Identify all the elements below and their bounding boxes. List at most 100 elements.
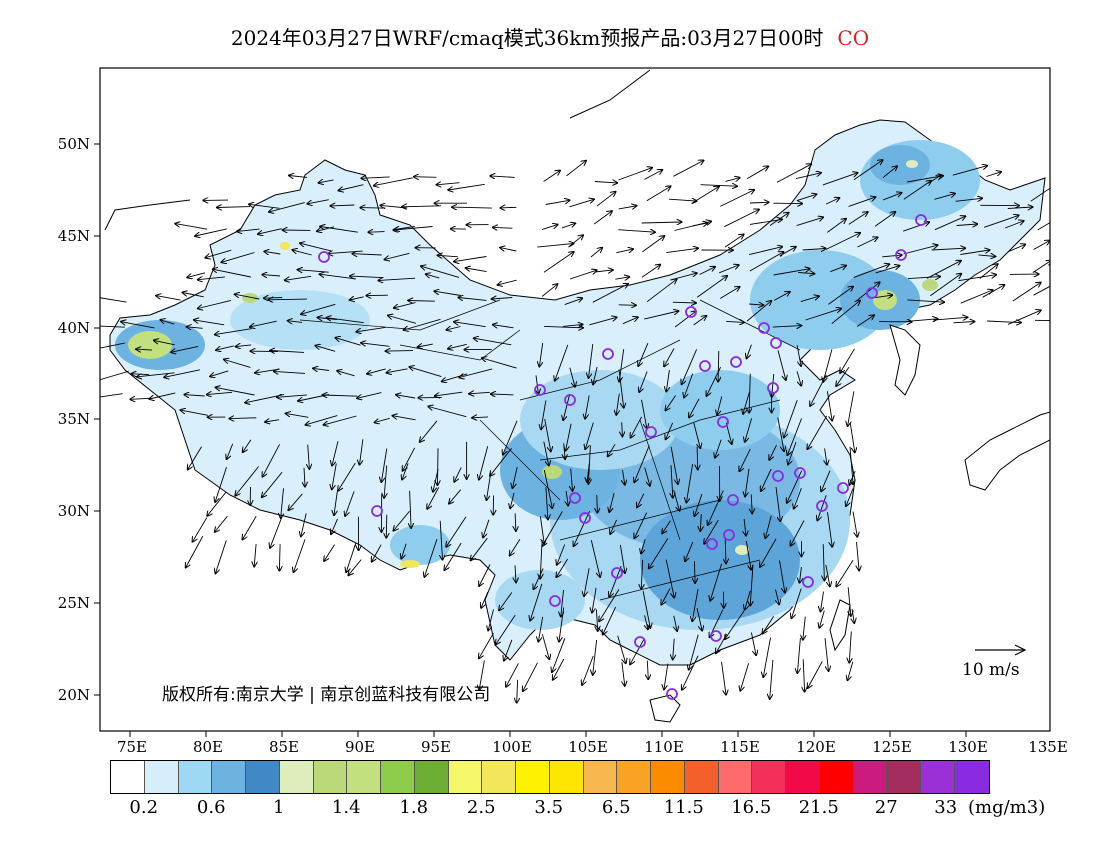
wind-arrow xyxy=(186,535,204,567)
wind-arrow xyxy=(618,369,624,408)
wind-arrow xyxy=(933,317,967,320)
wind-arrow xyxy=(623,469,625,485)
wind-arrow xyxy=(763,616,774,633)
wind-arrow xyxy=(875,266,900,274)
wind-arrow xyxy=(543,441,549,466)
wind-arrow xyxy=(745,418,753,441)
legend-swatch xyxy=(111,761,145,793)
wind-arrow xyxy=(254,543,256,567)
wind-arrow xyxy=(765,515,772,538)
wind-arrow xyxy=(543,469,552,508)
lat-label: 45N xyxy=(57,227,90,245)
wind-arrow xyxy=(726,321,744,322)
wind-arrow xyxy=(433,469,439,492)
wind-arrow xyxy=(434,291,461,296)
wind-arrow xyxy=(418,344,433,347)
wind-arrow xyxy=(559,607,565,642)
wind-arrow xyxy=(772,326,802,328)
wind-arrow xyxy=(907,277,940,279)
wind-arrow xyxy=(504,639,513,661)
lon-label: 125E xyxy=(872,738,912,756)
wind-arrow xyxy=(500,248,517,251)
wind-arrow xyxy=(587,463,589,483)
wind-arrow xyxy=(356,326,386,331)
wind-arrow xyxy=(846,488,854,507)
wind-arrow xyxy=(664,348,675,367)
wind-arrow xyxy=(184,395,205,396)
wind-arrow xyxy=(393,226,433,231)
legend-swatch xyxy=(347,761,381,793)
wind-arrow xyxy=(848,661,854,681)
wind-arrow xyxy=(956,224,978,226)
wind-arrow xyxy=(545,200,570,205)
wind-arrow xyxy=(1032,261,1050,273)
wind-arrow xyxy=(725,539,726,563)
wind-arrow xyxy=(1007,310,1041,325)
wind-arrow xyxy=(449,489,462,504)
wind-arrow xyxy=(121,322,155,329)
wind-arrow xyxy=(692,223,707,226)
station-marker xyxy=(602,348,614,360)
wind-arrow xyxy=(685,541,694,561)
wind-arrow xyxy=(751,494,752,513)
wind-arrow xyxy=(787,418,803,455)
wind-vectors xyxy=(100,160,1050,703)
wind-arrow xyxy=(618,168,652,181)
wind-arrow xyxy=(958,275,996,282)
lon-label: 95E xyxy=(420,738,452,756)
station-marker xyxy=(666,688,678,700)
wind-arrow xyxy=(446,516,467,547)
wind-arrow xyxy=(673,161,703,177)
wind-arrow xyxy=(791,520,805,546)
wind-arrow xyxy=(666,422,674,439)
lat-label: 40N xyxy=(57,319,90,337)
wind-arrow xyxy=(979,264,998,279)
legend-swatch xyxy=(381,761,415,793)
wind-arrow xyxy=(492,298,513,300)
wind-arrow xyxy=(716,633,728,653)
wind-arrow xyxy=(649,538,669,569)
wind-arrow xyxy=(639,371,648,393)
wind-arrow xyxy=(481,591,489,608)
wind-arrow xyxy=(447,327,461,330)
wind-arrow xyxy=(539,516,544,543)
station-marker xyxy=(549,595,561,607)
wind-arrow xyxy=(934,194,956,200)
wind-arrow xyxy=(250,320,277,327)
wind-arrow xyxy=(637,493,645,508)
legend-tick-label: 1.4 xyxy=(331,797,361,818)
wind-arrow xyxy=(403,447,416,471)
wind-arrow xyxy=(770,659,774,699)
forecast-map xyxy=(94,67,1051,737)
station-marker xyxy=(564,394,576,406)
wind-arrow xyxy=(776,164,811,183)
wind-arrow xyxy=(700,514,701,531)
wind-arrow xyxy=(608,444,616,456)
lon-label: 130E xyxy=(948,738,988,756)
map-frame xyxy=(99,67,1051,732)
wind-arrow xyxy=(836,559,854,586)
wind-arrow xyxy=(304,467,305,487)
wind-arrow xyxy=(960,250,989,255)
wind-arrow xyxy=(724,210,759,228)
copyright-text: 版权所有:南京大学 | 南京创蓝科技有限公司 xyxy=(162,685,491,705)
lat-label: 35N xyxy=(57,410,90,428)
wind-arrow xyxy=(616,393,619,415)
wind-arrow xyxy=(277,395,307,397)
wind-arrow xyxy=(721,661,727,695)
wind-arrow xyxy=(301,303,336,314)
monitoring-stations xyxy=(318,214,927,700)
wind-arrow xyxy=(368,232,385,233)
legend-swatch xyxy=(448,761,483,793)
wind-arrow xyxy=(638,343,649,366)
wind-arrow xyxy=(243,439,252,452)
wind-arrow xyxy=(479,632,494,658)
wind-arrow xyxy=(792,588,802,619)
wind-arrow xyxy=(796,217,824,227)
wind-arrow xyxy=(361,177,390,178)
wind-arrow xyxy=(849,631,851,663)
wind-arrow xyxy=(339,184,364,191)
wind-arrow xyxy=(216,387,255,396)
wind-arrow xyxy=(198,299,232,308)
lon-label: 105E xyxy=(568,738,608,756)
